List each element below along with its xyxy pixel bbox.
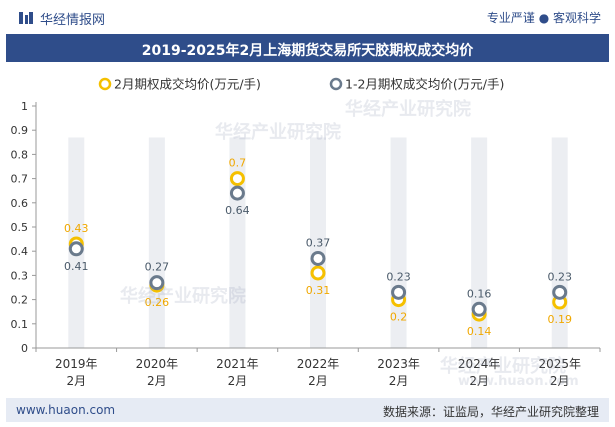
data-label-series-2: 0.27	[145, 261, 170, 274]
x-tick-label-year: 2019年	[55, 357, 98, 371]
data-label-series-1: 0.2	[390, 311, 408, 324]
watermark-4: 华经产业研究院	[440, 356, 566, 377]
brand-name: 华经情报网	[40, 13, 106, 28]
chart-title: 2019-2025年2月上海期货交易所天胶期权成交均价	[141, 43, 474, 59]
brand-logo-icon	[19, 12, 33, 24]
data-source: 数据来源：证监局，华经产业研究院整理	[382, 405, 599, 419]
website-link[interactable]: www.huaon.com	[16, 403, 116, 417]
data-point-series-1	[310, 265, 326, 281]
legend-marker-series-2	[329, 77, 343, 91]
data-point-series-2	[391, 284, 407, 300]
legend-marker-series-1	[98, 77, 112, 91]
data-label-series-1: 0.26	[145, 296, 170, 309]
y-tick-label: 0.4	[11, 245, 29, 258]
watermark-3: 华经产业研究院	[120, 286, 246, 307]
data-label-series-2: 0.23	[547, 270, 572, 283]
x-tick-label-month: 2月	[550, 374, 570, 388]
data-point-series-2	[68, 241, 84, 257]
y-tick-label: 1	[21, 100, 28, 113]
data-point-series-1	[229, 171, 245, 187]
data-label-series-2: 0.41	[64, 260, 89, 273]
watermark-2: 华经产业研究院	[345, 99, 471, 120]
data-point-series-2	[471, 301, 487, 317]
chart: 2月期权成交均价(万元/手) 1-2月期权成交均价(万元/手) 0 0.1 0.2 0.3…	[11, 77, 601, 388]
y-tick-label: 0.3	[11, 269, 29, 282]
x-tick-label-year: 2020年	[136, 357, 179, 371]
y-tick-label: 0.6	[11, 197, 29, 210]
y-tick-label: 0.8	[11, 148, 29, 161]
data-label-series-2: 0.64	[225, 204, 250, 217]
y-tick-label: 0.2	[11, 294, 29, 307]
background-bar	[471, 137, 488, 348]
y-tick-label: 0.9	[11, 124, 29, 137]
data-label-series-2: 0.23	[386, 270, 411, 283]
y-tick-label: 0.1	[11, 318, 29, 331]
data-point-series-2	[229, 185, 245, 201]
footer: www.huaon.com 数据来源：证监局，华经产业研究院整理	[6, 398, 609, 422]
x-tick-label-year: 2024年	[458, 357, 501, 371]
x-tick-label-year: 2022年	[297, 357, 340, 371]
y-tick-label: 0	[21, 342, 28, 355]
slogan: 专业严谨 ● 客观科学	[486, 11, 601, 25]
top-bar: 华经情报网 专业严谨 ● 客观科学	[0, 0, 615, 34]
y-tick-label: 0.7	[11, 173, 29, 186]
x-tick-label-month: 2月	[308, 374, 328, 388]
legend-label-series-2: 1-2月期权成交均价(万元/手)	[345, 77, 504, 92]
data-point-series-2	[149, 275, 165, 291]
legend-label-series-1: 2月期权成交均价(万元/手)	[114, 77, 261, 92]
data-label-series-1: 0.19	[547, 313, 572, 326]
data-label-series-1: 0.43	[64, 222, 89, 235]
watermark-1: 华经产业研究院	[215, 122, 341, 143]
background-bar	[310, 137, 326, 348]
data-label-series-2: 0.37	[306, 236, 331, 249]
x-tick-label-year: 2021年	[216, 357, 259, 371]
x-tick-label-month: 2月	[147, 374, 167, 388]
background-bar	[148, 137, 165, 348]
x-tick-label-month: 2月	[228, 374, 248, 388]
x-tick-label-year: 2023年	[377, 357, 420, 371]
data-label-series-1: 0.31	[306, 284, 331, 297]
data-point-series-2	[552, 284, 568, 300]
watermark-url: www.huaon.com	[458, 374, 579, 389]
x-tick-label-year: 2025年	[538, 357, 581, 371]
data-label-series-1: 0.14	[467, 325, 492, 338]
data-label-series-1: 0.7	[229, 157, 247, 170]
title-bar: 2019-2025年2月上海期货交易所天胶期权成交均价	[6, 34, 609, 62]
x-tick-label-month: 2月	[66, 374, 86, 388]
y-tick-label: 0.5	[11, 221, 29, 234]
x-tick-label-month: 2月	[469, 374, 489, 388]
data-point-series-2	[310, 250, 326, 266]
data-label-series-2: 0.16	[467, 287, 492, 300]
x-tick-label-month: 2月	[389, 374, 409, 388]
